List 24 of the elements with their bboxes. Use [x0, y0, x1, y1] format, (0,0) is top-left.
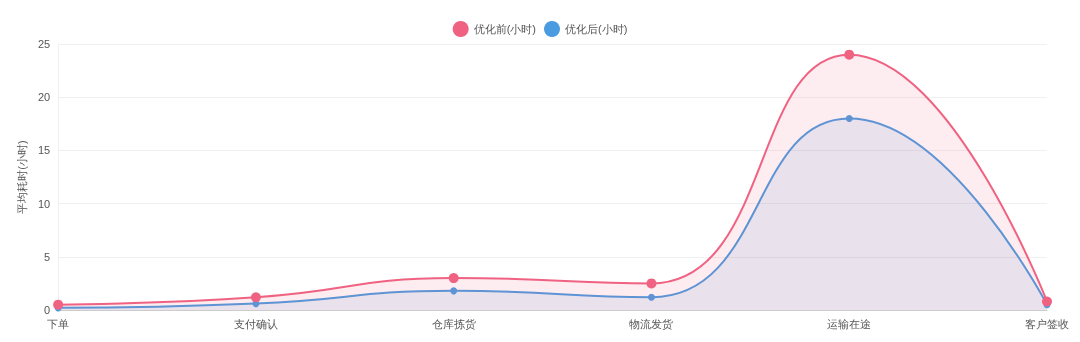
point	[450, 287, 458, 295]
legend-label: 优化后(小时)	[565, 23, 628, 35]
point	[448, 273, 459, 284]
point	[53, 299, 64, 310]
x-tick-label: 客户签收	[1025, 317, 1069, 330]
legend-label: 优化前(小时)	[473, 23, 536, 35]
y-tick-label: 15	[37, 144, 51, 157]
x-tick-label: 仓库拣货	[431, 317, 476, 330]
x-tick-label: 运输在途	[827, 317, 872, 330]
y-axis-title: 平均耗时(小时)	[15, 140, 28, 214]
y-tick-label: 10	[37, 197, 51, 210]
x-tick-label: 物流发货	[629, 317, 674, 330]
y-tick-label: 5	[44, 250, 51, 263]
point	[844, 49, 855, 60]
y-tick-label: 20	[37, 91, 51, 104]
point	[646, 278, 657, 289]
point	[1042, 296, 1052, 307]
y-tick-label: 0	[44, 304, 51, 316]
x-tick-label: 支付确认	[233, 317, 278, 330]
x-tick-label: 下单	[47, 317, 70, 330]
y-tick-label: 25	[37, 38, 51, 50]
point	[250, 292, 261, 303]
point	[647, 293, 655, 301]
point	[845, 114, 853, 122]
